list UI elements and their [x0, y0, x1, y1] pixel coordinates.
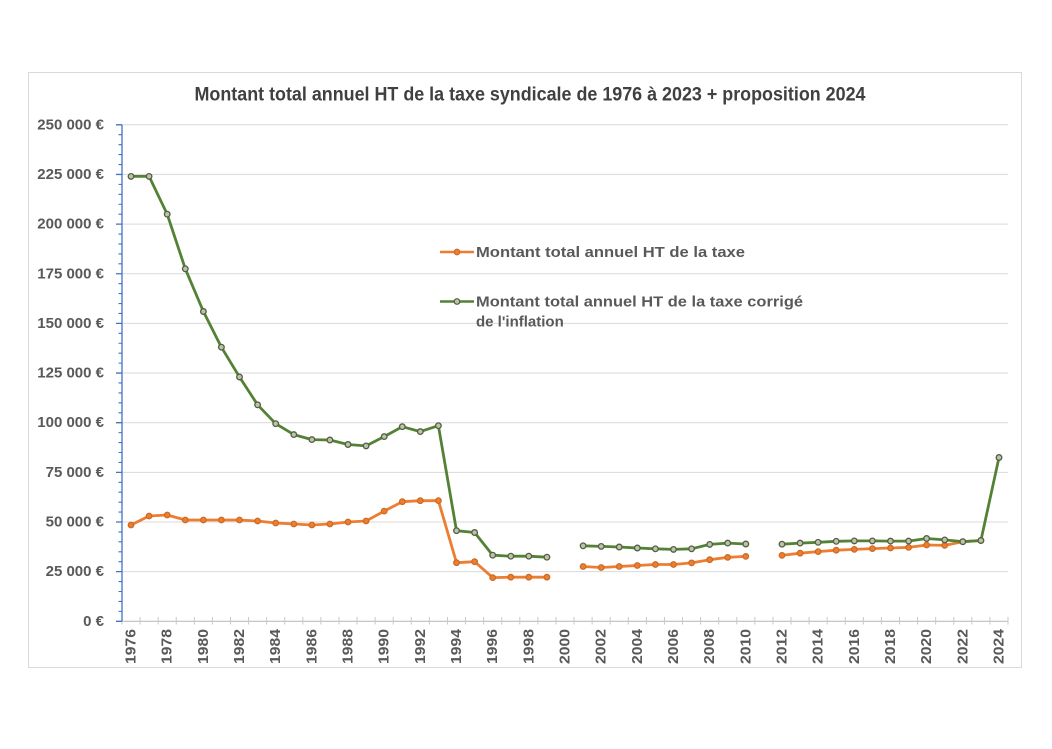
svg-text:2012: 2012 — [774, 629, 791, 664]
svg-text:2020: 2020 — [918, 629, 935, 664]
svg-text:250 000 €: 250 000 € — [37, 116, 104, 133]
svg-text:1988: 1988 — [340, 629, 357, 664]
svg-text:1992: 1992 — [412, 629, 429, 664]
svg-text:200 000 €: 200 000 € — [37, 216, 104, 233]
svg-text:1998: 1998 — [520, 629, 537, 664]
svg-text:de l'inflation: de l'inflation — [476, 314, 564, 331]
svg-text:2022: 2022 — [954, 629, 971, 664]
svg-text:2018: 2018 — [882, 629, 899, 664]
svg-text:2004: 2004 — [629, 628, 646, 664]
svg-text:1976: 1976 — [123, 629, 140, 664]
svg-text:50 000 €: 50 000 € — [46, 514, 105, 531]
svg-text:225 000 €: 225 000 € — [37, 166, 104, 183]
svg-text:2010: 2010 — [737, 629, 754, 664]
svg-text:1990: 1990 — [376, 629, 393, 664]
svg-text:2002: 2002 — [593, 629, 610, 664]
svg-text:75 000 €: 75 000 € — [46, 464, 105, 481]
svg-text:Montant total annuel HT de la: Montant total annuel HT de la taxe corri… — [476, 294, 803, 311]
svg-text:125 000 €: 125 000 € — [37, 365, 104, 382]
svg-text:Montant total annuel HT de la: Montant total annuel HT de la taxe syndi… — [195, 85, 866, 106]
svg-text:150 000 €: 150 000 € — [37, 315, 104, 332]
svg-text:2006: 2006 — [665, 629, 682, 664]
svg-text:1986: 1986 — [303, 629, 320, 664]
svg-text:100 000 €: 100 000 € — [37, 414, 104, 431]
svg-text:2016: 2016 — [846, 629, 863, 664]
svg-text:2008: 2008 — [701, 629, 718, 664]
svg-text:Montant total annuel HT de la: Montant total annuel HT de la taxe — [476, 244, 745, 261]
svg-text:1984: 1984 — [267, 628, 284, 664]
svg-text:1980: 1980 — [195, 629, 212, 664]
svg-text:1982: 1982 — [231, 629, 248, 664]
svg-text:0 €: 0 € — [83, 613, 105, 630]
svg-text:1978: 1978 — [159, 629, 176, 664]
svg-text:2014: 2014 — [810, 628, 827, 664]
svg-text:2000: 2000 — [557, 629, 574, 664]
svg-text:1996: 1996 — [484, 629, 501, 664]
svg-text:2024: 2024 — [991, 628, 1008, 664]
svg-text:25 000 €: 25 000 € — [46, 563, 105, 580]
svg-text:175 000 €: 175 000 € — [37, 265, 104, 282]
svg-text:1994: 1994 — [448, 628, 465, 664]
